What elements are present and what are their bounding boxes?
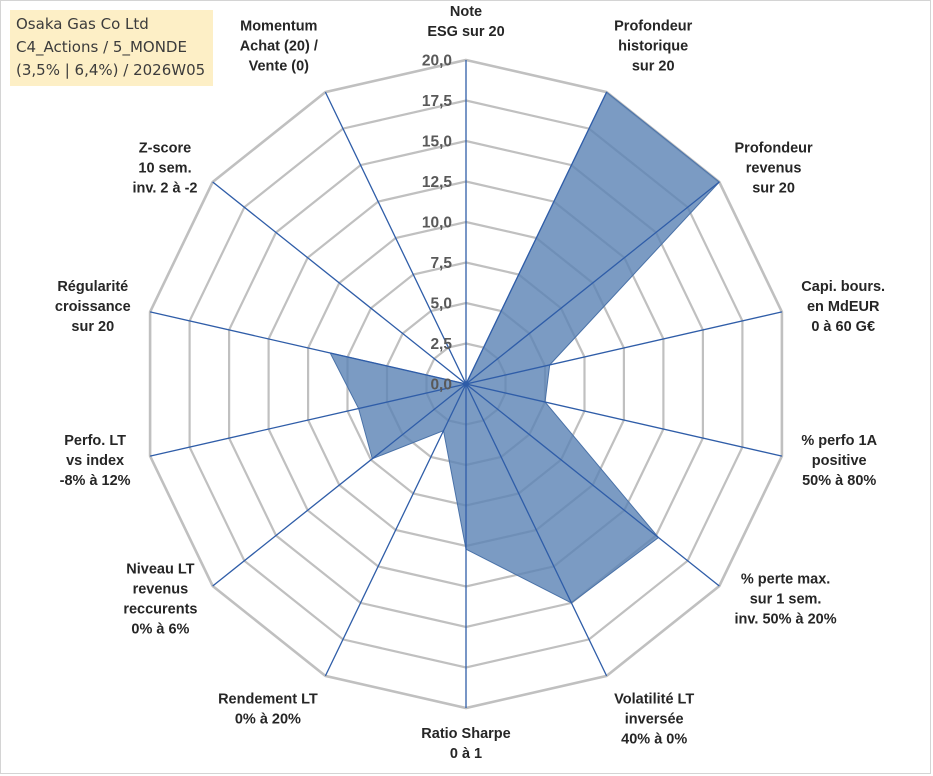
spoke-2 [465,181,720,385]
axis-label-8: Rendement LT 0% à 20% [218,692,318,728]
title-category: C4_Actions / 5_MONDE [16,38,187,56]
axis-label-2: Profondeur revenus sur 20 [735,140,813,196]
spoke-10 [149,383,467,457]
axis-label-line: Niveau LT [126,562,194,578]
spoke-6 [465,383,608,677]
axis-label-11: Régularité croissance sur 20 [55,279,131,335]
tick-layer: 0,0 2,5 5,0 7,5 10,0 12,5 15,0 17,5 20,0 [422,53,453,394]
axis-label-line: ESG sur 20 [427,24,504,40]
axis-label-line: Vente (0) [249,58,310,74]
axis-label-line: Z-score [139,140,191,156]
axis-label-line: sur 20 [752,180,795,196]
axis-label-line: % perfo 1A [801,433,877,449]
axis-label-line: 40% à 0% [621,732,687,748]
spoke-8 [324,383,467,677]
tick-label-4: 10,0 [422,215,452,232]
axis-label-line: Note [450,4,482,20]
spoke-13 [324,91,467,385]
spoke-9 [212,383,467,587]
axis-label-0: Note ESG sur 20 [427,4,504,40]
tick-label-5: 12,5 [422,174,453,191]
axis-label-7: Ratio Sharpe 0 à 1 [421,726,510,762]
axis-label-line: Rendement LT [218,692,318,708]
axis-label-line: Profondeur [614,18,692,34]
axis-label-line: Volatilité LT [614,692,694,708]
tick-label-2: 5,0 [430,296,452,313]
axis-label-line: -8% à 12% [60,473,131,489]
axis-label-layer: Note ESG sur 20 Profondeur historique sur 20… [55,4,885,762]
chart-title-box: Osaka Gas Co Ltd C4_Actions / 5_MONDE (3… [10,10,213,86]
axis-label-line: % perte max. [741,572,830,588]
axis-label-line: Ratio Sharpe [421,726,510,742]
axis-label-line: 0 à 1 [450,746,482,762]
axis-label-6: Volatilité LT inversée 40% à 0% [614,692,694,748]
title-company: Osaka Gas Co Ltd [16,15,149,33]
axis-label-line: Achat (20) / [240,38,318,54]
spoke-4 [465,383,783,457]
tick-label-3: 7,5 [430,255,452,272]
axis-label-1: Profondeur historique sur 20 [614,18,692,74]
axis-label-line: croissance [55,299,131,315]
axis-label-line: revenus [133,582,189,598]
axis-label-line: Perfo. LT [64,433,126,449]
axis-label-line: inversée [625,712,684,728]
axis-label-line: sur 20 [71,319,114,335]
axis-label-line: sur 20 [632,58,675,74]
axis-label-10: Perfo. LT vs index -8% à 12% [60,433,131,489]
spoke-3 [465,311,783,385]
axis-label-line: 0% à 6% [131,622,189,638]
axis-label-13: Momentum Achat (20) / Vente (0) [240,18,318,74]
axis-label-5: % perte max. sur 1 sem. inv. 50% à 20% [735,572,837,628]
axis-label-line: 10 sem. [138,160,191,176]
axis-label-line: reccurents [123,602,197,618]
axis-label-line: inv. 50% à 20% [735,612,837,628]
axis-label-4: % perfo 1A positive 50% à 80% [801,433,877,489]
spoke-12 [212,181,467,385]
axis-label-line: 0% à 20% [235,712,301,728]
axis-label-line: sur 1 sem. [750,592,822,608]
tick-label-0: 0,0 [430,377,452,394]
axis-label-line: Momentum [240,18,317,34]
tick-label-1: 2,5 [430,336,452,353]
axis-label-9: Niveau LT revenus reccurents 0% à 6% [123,562,197,638]
axis-label-12: Z-score 10 sem. inv. 2 à -2 [132,140,197,196]
axis-label-line: Régularité [57,279,128,295]
tick-label-6: 15,0 [422,134,452,151]
tick-label-7: 17,5 [422,93,453,110]
spoke-5 [465,383,720,587]
axis-label-line: 50% à 80% [802,473,876,489]
spoke-1 [465,91,608,385]
axis-label-line: Capi. bours. [801,279,885,295]
spoke-layer [149,60,783,708]
axis-label-line: vs index [66,453,124,469]
spoke-11 [149,311,467,385]
axis-label-line: 0 à 60 G€ [811,319,875,335]
axis-label-line: historique [618,38,688,54]
tick-label-8: 20,0 [422,53,452,70]
axis-label-line: inv. 2 à -2 [132,180,197,196]
axis-label-line: revenus [746,160,802,176]
axis-label-line: positive [812,453,867,469]
axis-label-line: Profondeur [735,140,813,156]
title-stats: (3,5% | 6,4%) / 2026W05 [16,61,206,79]
axis-label-line: en MdEUR [807,299,880,315]
axis-label-3: Capi. bours. en MdEUR 0 à 60 G€ [801,279,885,335]
